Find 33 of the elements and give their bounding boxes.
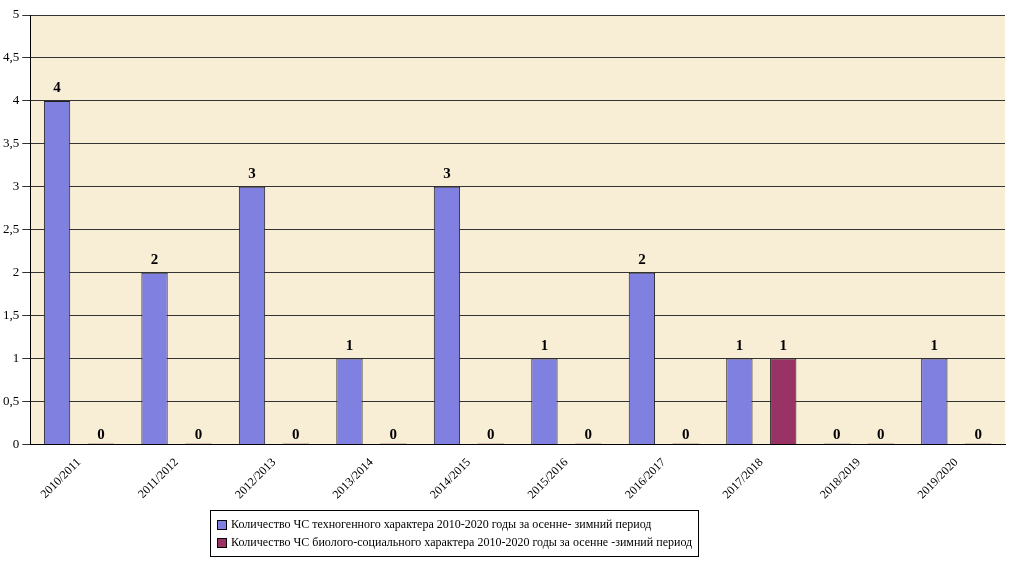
y-tick-label: 4 [12, 92, 20, 108]
data-label: 2 [150, 251, 159, 268]
y-tick-label: 3,5 [3, 135, 20, 151]
y-tick-label: 1 [12, 350, 20, 366]
y-tick-label: 0 [12, 435, 20, 451]
y-tick-label: 4,5 [3, 49, 20, 65]
data-label: 2 [638, 251, 646, 268]
data-label: 0 [389, 425, 398, 442]
data-label: 0 [876, 425, 885, 442]
data-label: 0 [97, 425, 105, 442]
data-label: 0 [194, 425, 203, 442]
data-label: 1 [930, 336, 939, 353]
data-label: 0 [292, 425, 300, 442]
y-tick-label: 2 [12, 264, 20, 280]
data-label: 1 [735, 336, 744, 353]
data-label: 1 [345, 336, 354, 353]
y-tick-label: 1,5 [3, 307, 20, 323]
legend-label: Количество ЧС техногенного характера 2010-2020 годы за осенне- зимний период [231, 517, 652, 532]
y-tick-label: 0,5 [3, 392, 20, 408]
data-label: 3 [443, 165, 451, 182]
data-label: 1 [540, 336, 549, 353]
y-tick-label: 3 [12, 178, 20, 194]
y-tick-label: 5 [12, 6, 20, 22]
data-label: 1 [779, 336, 787, 353]
data-label: 0 [487, 425, 495, 442]
y-tick-label: 2,5 [3, 221, 20, 237]
data-label: 0 [584, 425, 593, 442]
data-label: 0 [974, 425, 982, 442]
data-label: 4 [53, 79, 62, 96]
legend-label: Количество ЧС биолого-социального характера 2010-2020 годы за осенне -зимний период [231, 535, 693, 550]
data-label: 3 [248, 165, 256, 182]
data-label: 0 [682, 425, 690, 442]
data-label: 0 [833, 425, 841, 442]
